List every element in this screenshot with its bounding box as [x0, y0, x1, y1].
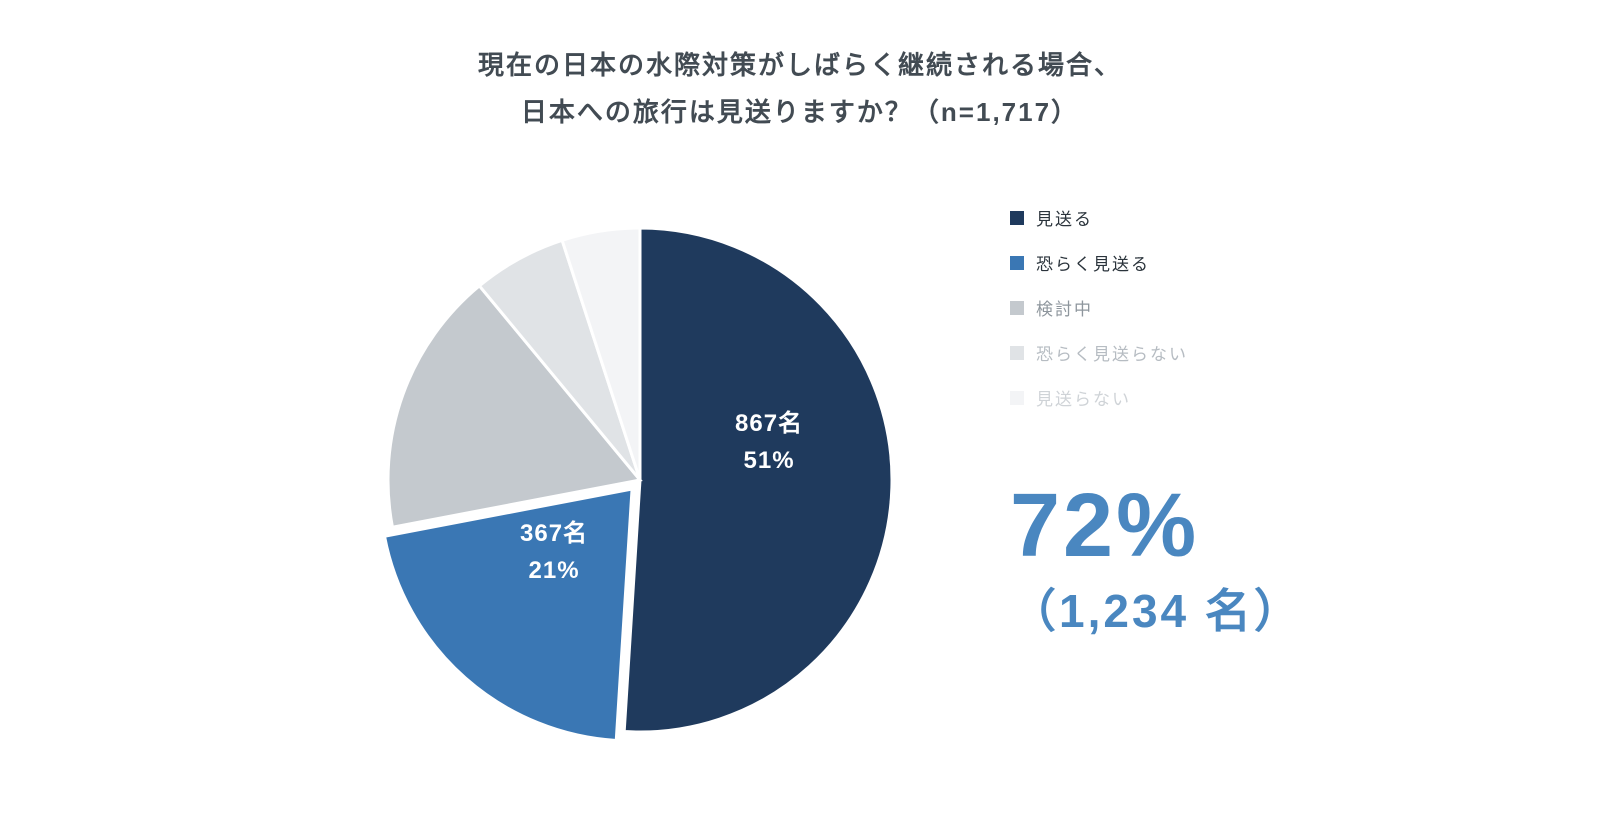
pie-slice-count: 367名	[520, 520, 588, 547]
legend-label: 検討中	[1036, 295, 1093, 320]
legend-label: 見送る	[1036, 205, 1093, 230]
legend-swatch	[1010, 211, 1024, 225]
pie-slice-percent: 21%	[529, 557, 580, 584]
legend-item: 見送らない	[1010, 385, 1188, 410]
legend-label: 恐らく見送らない	[1036, 340, 1188, 365]
pie-slice	[385, 489, 633, 741]
legend-item: 見送る	[1010, 205, 1188, 230]
legend-swatch	[1010, 346, 1024, 360]
legend-item: 恐らく見送らない	[1010, 340, 1188, 365]
pie-slice-label: 867名 51%	[735, 405, 803, 479]
chart-canvas: 現在の日本の水際対策がしばらく継続される場合、 日本への旅行は見送りますか？（n…	[0, 0, 1600, 840]
legend-swatch	[1010, 256, 1024, 270]
pie-slice-count: 867名	[735, 410, 803, 437]
legend-item: 恐らく見送る	[1010, 250, 1188, 275]
summary-percent: 72%	[1010, 470, 1303, 583]
legend-label: 見送らない	[1036, 385, 1131, 410]
pie-slice-label: 367名 21%	[520, 515, 588, 589]
legend: 見送る恐らく見送る検討中恐らく見送らない見送らない	[1010, 205, 1188, 410]
pie-slice-percent: 51%	[744, 447, 795, 474]
legend-swatch	[1010, 391, 1024, 405]
legend-label: 恐らく見送る	[1036, 250, 1150, 275]
summary-callout: 72% （1,234 名）	[1010, 470, 1303, 640]
legend-swatch	[1010, 301, 1024, 315]
summary-count: （1,234 名）	[1010, 583, 1303, 641]
legend-item: 検討中	[1010, 295, 1188, 320]
pie-slice	[624, 228, 892, 732]
